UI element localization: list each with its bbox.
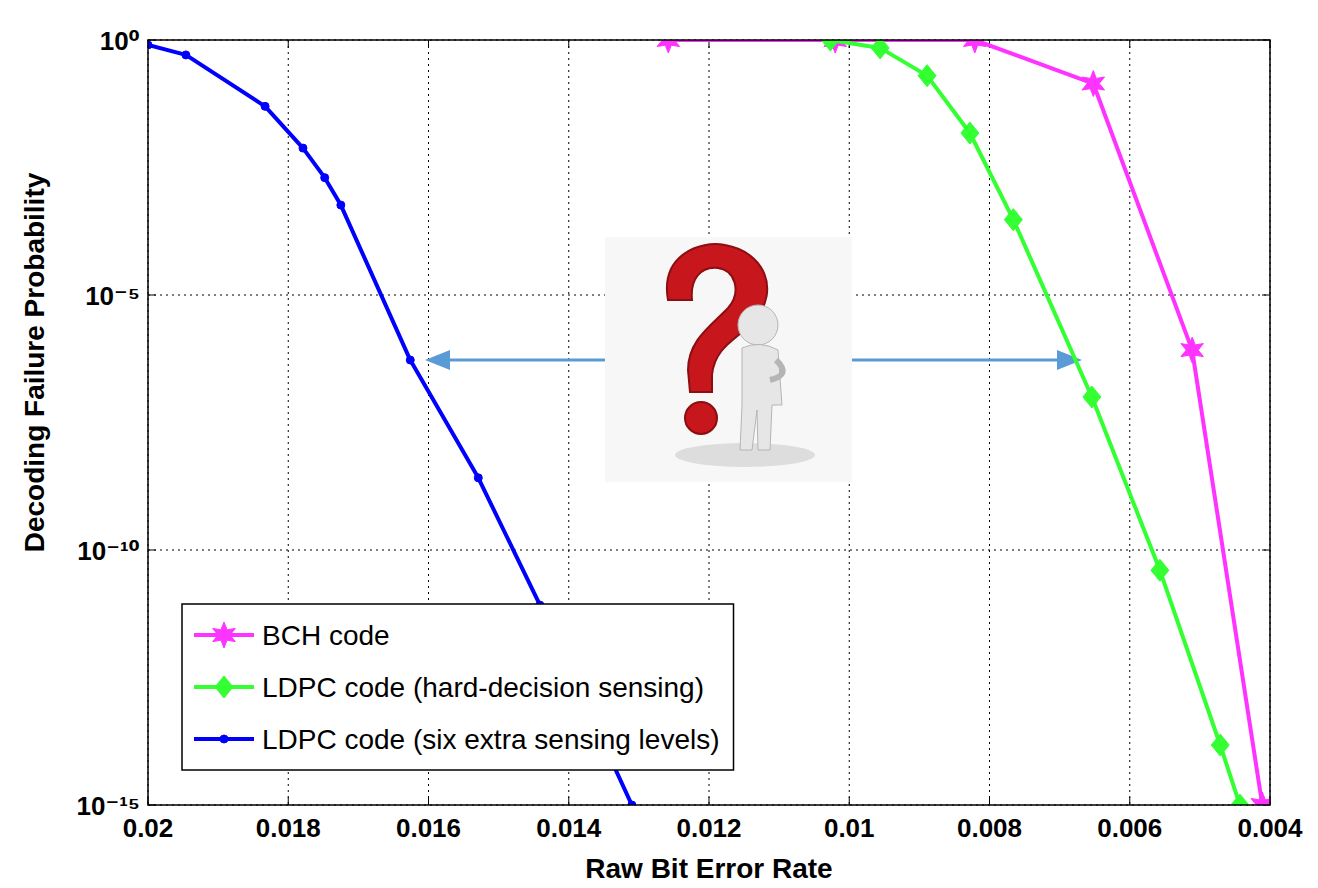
- series-marker: [964, 40, 987, 53]
- series-marker: [1211, 734, 1229, 756]
- illustration-background: [605, 237, 852, 482]
- series-marker: [182, 51, 190, 59]
- legend-label: LDPC code (hard-decision sensing): [262, 672, 704, 703]
- series-marker: [1004, 209, 1022, 231]
- x-tick-label: 0.006: [1097, 813, 1162, 843]
- x-grid-line: [1129, 40, 1130, 805]
- x-tick: [568, 797, 569, 805]
- y-grid-line: [148, 550, 1270, 551]
- y-tick-label: 10⁰: [100, 26, 140, 56]
- series-marker: [821, 40, 839, 51]
- x-grid-line: [989, 40, 990, 805]
- plot-frame: [148, 40, 1270, 805]
- legend-marker: [220, 735, 228, 743]
- x-tick-label: 0.012: [676, 813, 741, 843]
- y-axis-title: Decoding Failure Probability: [19, 172, 50, 552]
- x-tick: [288, 797, 289, 805]
- y-tick: [148, 295, 156, 296]
- x-tick: [989, 797, 990, 805]
- series-marker: [1181, 337, 1204, 363]
- series-marker: [657, 40, 680, 53]
- legend-marker: [213, 622, 236, 648]
- legend: BCH code LDPC code (hard-decision sensing…: [182, 604, 734, 770]
- arrow-left: [445, 359, 605, 362]
- illustration: [425, 237, 1082, 482]
- series-marker: [474, 474, 482, 482]
- chart-root: 0.020.0180.0160.0140.0120.010.0080.0060.…: [0, 0, 1318, 888]
- grid: [148, 40, 1270, 805]
- x-tick: [1129, 40, 1130, 48]
- legend-marker: [215, 676, 233, 698]
- series-marker: [1151, 559, 1169, 581]
- y-tick: [1262, 295, 1270, 296]
- figure-body: [740, 344, 782, 450]
- series-marker: [1251, 792, 1270, 805]
- x-tick: [428, 797, 429, 805]
- data-group: [148, 40, 1270, 805]
- x-axis-title: Raw Bit Error Rate: [585, 853, 832, 884]
- y-tick-label: 10⁻⁵: [85, 281, 140, 311]
- figure-head: [738, 305, 778, 345]
- series-marker: [1083, 386, 1101, 408]
- x-tick-label: 0.016: [396, 813, 461, 843]
- legend-label: LDPC code (six extra sensing levels): [262, 724, 720, 755]
- x-tick: [288, 40, 289, 48]
- plot-area: [148, 40, 1270, 805]
- y-tick: [1262, 550, 1270, 551]
- question-dot: [685, 402, 717, 434]
- series-marker: [406, 356, 414, 364]
- x-tick: [709, 797, 710, 805]
- series-marker: [1231, 794, 1249, 805]
- series-line: [668, 40, 1262, 805]
- x-tick-label: 0.004: [1237, 813, 1303, 843]
- x-tick-label: 0.018: [256, 813, 321, 843]
- series-line: [830, 40, 1240, 805]
- legend-box: [182, 604, 734, 770]
- series-marker: [299, 144, 307, 152]
- arrow-left-head: [425, 350, 450, 370]
- series-marker: [871, 40, 889, 59]
- x-tick: [1129, 797, 1130, 805]
- x-tick-label: 0.014: [536, 813, 602, 843]
- x-tick: [568, 40, 569, 48]
- arrow-right: [852, 359, 1062, 362]
- legend-label: BCH code: [262, 620, 390, 651]
- x-tick: [428, 40, 429, 48]
- y-tick: [148, 550, 156, 551]
- series-marker: [918, 65, 936, 87]
- figure-arm: [770, 360, 783, 380]
- y-tick-label: 10⁻¹⁰: [77, 536, 140, 566]
- series-marker: [1082, 71, 1105, 97]
- series-marker: [337, 201, 345, 209]
- series-marker: [321, 174, 329, 182]
- series-marker: [961, 122, 979, 144]
- x-tick-label: 0.01: [824, 813, 875, 843]
- x-tick-label: 0.008: [957, 813, 1022, 843]
- y-tick-label: 10⁻¹⁵: [76, 791, 140, 821]
- x-tick: [849, 797, 850, 805]
- series-marker: [261, 102, 269, 110]
